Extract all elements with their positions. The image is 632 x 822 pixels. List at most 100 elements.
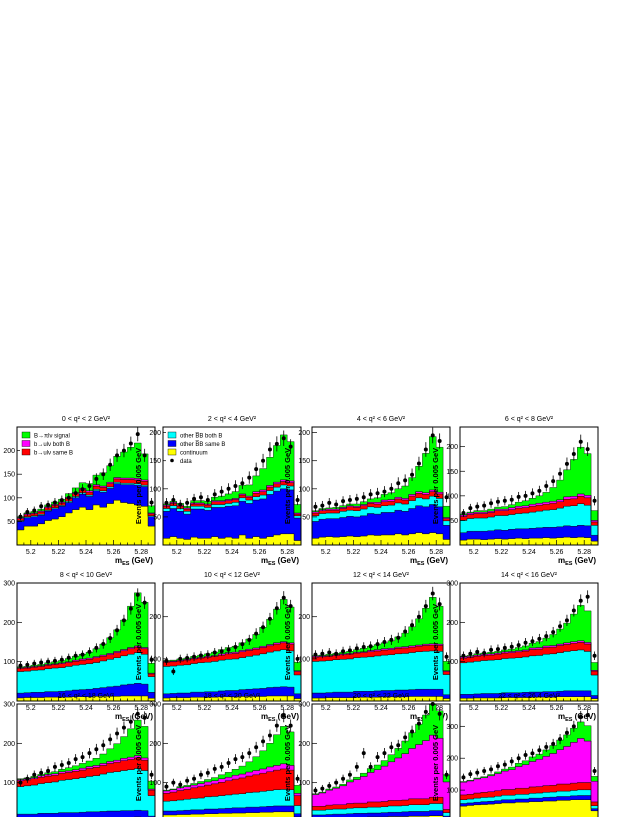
x-tick-label: 5.28 [577,705,591,712]
data-point [369,492,373,496]
x-tick-label: 5.28 [280,549,294,556]
data-point [334,781,338,785]
x-axis-label-main: m [558,556,565,565]
data-point [445,773,449,777]
y-tick-label: 300 [3,581,15,588]
data-point [403,735,407,739]
y-tick-label: 100 [298,486,310,493]
y-tick-label: 100 [298,656,310,663]
legend-swatch-continuum [168,449,176,455]
data-point [524,753,528,757]
x-tick-label: 5.26 [253,549,267,556]
data-point [468,506,472,510]
data-point [431,433,435,437]
data-point [220,765,224,769]
data-point [129,442,133,446]
data-point [438,712,442,716]
data-point [489,648,493,652]
y-tick-label: 100 [446,659,458,666]
data-point [199,653,203,657]
data-point [240,481,244,485]
legend-swatch-bb_both [168,432,176,438]
y-axis-label: Events per 0.005 GeV [431,604,440,680]
legend-label-signal: B→πlν signal [34,434,70,440]
data-point [143,716,147,720]
y-tick-label: 200 [446,444,458,451]
data-point [87,484,91,488]
y-tick-label: 100 [446,493,458,500]
data-point [369,765,373,769]
data-point [510,759,514,763]
x-tick-label: 5.2 [321,549,331,556]
legend-label-continuum: continuum [180,451,208,457]
data-point [81,653,85,657]
data-point [185,501,189,505]
x-tick-label: 5.22 [198,705,212,712]
data-point [348,773,352,777]
data-point [396,636,400,640]
data-point [282,714,286,718]
data-point [510,498,514,502]
x-tick-label: 5.24 [374,549,388,556]
data-point [461,511,465,515]
data-point [115,628,119,632]
legend-swatch-signal [22,432,30,438]
x-tick-label: 5.26 [402,549,416,556]
y-tick-label: 150 [149,458,161,465]
y-tick-label: 300 [149,702,161,709]
data-point [551,742,555,746]
y-tick-label: 150 [3,472,15,479]
data-point [424,447,428,451]
panel-title: 20 < q² < 22 GeV² [353,693,410,700]
data-point [268,733,272,737]
x-tick-label: 5.28 [577,549,591,556]
x-tick-label: 5.26 [550,705,564,712]
y-axis-label: Events per 0.005 GeV [283,604,292,680]
data-point [362,495,366,499]
data-point [348,498,352,502]
data-point [496,764,500,768]
data-point [389,638,393,642]
data-point [445,655,449,659]
y-tick-label: 100 [3,659,15,666]
data-point [240,642,244,646]
data-point [206,498,210,502]
y-tick-label: 100 [3,780,15,787]
y-tick-label: 200 [3,448,15,455]
data-point [537,748,541,752]
data-point [268,447,272,451]
data-point [136,432,140,436]
data-point [341,499,345,503]
data-point [586,595,590,599]
data-point [475,505,479,509]
x-tick-label: 5.24 [374,705,388,712]
data-point [438,439,442,443]
data-point [129,607,133,611]
data-point [417,722,421,726]
y-tick-label: 150 [298,458,310,465]
data-point [396,743,400,747]
data-point [122,618,126,622]
x-tick-label: 5.28 [134,549,148,556]
data-point [192,497,196,501]
data-point [60,658,64,662]
y-tick-label: 100 [446,788,458,795]
data-point [376,755,380,759]
data-point [60,498,64,502]
data-point [136,712,140,716]
data-point [192,655,196,659]
x-tick-label: 5.24 [79,549,93,556]
data-point [206,771,210,775]
data-point [537,489,541,493]
data-point [171,670,175,674]
data-point [475,771,479,775]
y-axis-label: Events per 0.005 GeV [134,725,143,801]
data-point [572,452,576,456]
y-tick-label: 200 [298,614,310,621]
data-point [25,777,29,781]
data-point [341,777,345,781]
x-tick-label: 5.2 [172,549,182,556]
